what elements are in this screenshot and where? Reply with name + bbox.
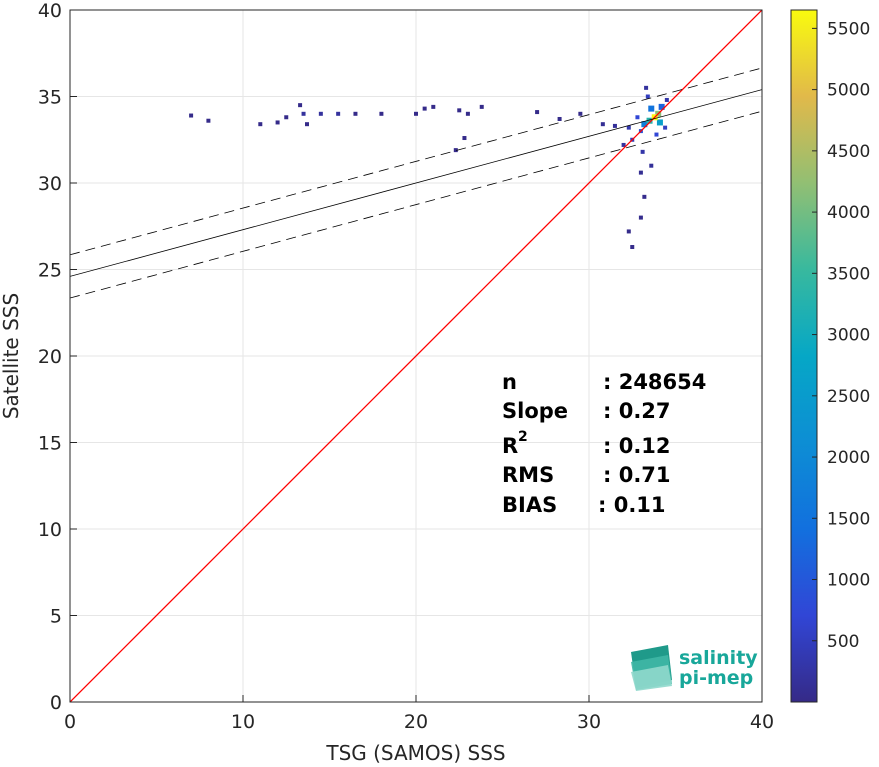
density-cell bbox=[642, 194, 647, 199]
regression-lower-band bbox=[70, 110, 762, 299]
y-tick-label: 30 bbox=[38, 173, 62, 195]
density-cell bbox=[630, 245, 635, 250]
y-tick-label: 10 bbox=[38, 519, 62, 541]
density-cell bbox=[656, 119, 663, 126]
y-tick-label: 0 bbox=[50, 692, 62, 714]
density-cell bbox=[453, 148, 458, 153]
density-cell bbox=[535, 110, 540, 115]
colorbar-ticks: 500 1000 1500 2000 2500 3000 3500 4000 4500 5000 5… bbox=[812, 19, 870, 652]
density-cell bbox=[640, 149, 645, 154]
density-cell bbox=[578, 111, 583, 116]
colorbar-tick-label: 4000 bbox=[827, 203, 870, 223]
x-tick-label: 10 bbox=[231, 711, 255, 733]
y-tick-label: 5 bbox=[50, 606, 62, 628]
colorbar-tick-label: 500 bbox=[827, 632, 859, 652]
stat-bias-label: BIAS bbox=[502, 493, 557, 517]
logo-text-line2: pi-mep bbox=[679, 667, 753, 689]
density-cell bbox=[626, 125, 631, 130]
density-cell bbox=[298, 103, 303, 108]
density-cell bbox=[336, 111, 341, 116]
density-cell bbox=[645, 94, 650, 99]
density-cell bbox=[663, 125, 668, 130]
colorbar-tick-label: 2500 bbox=[827, 387, 870, 407]
wave-logo-icon bbox=[631, 645, 672, 691]
stat-r2-value: : 0.12 bbox=[603, 434, 671, 458]
colorbar bbox=[790, 9, 818, 703]
density-cell bbox=[275, 120, 280, 125]
colorbar-tick-label: 5500 bbox=[827, 19, 870, 39]
density-cell bbox=[462, 136, 467, 141]
density-cell bbox=[284, 115, 289, 120]
density-cell bbox=[189, 113, 194, 118]
density-cell bbox=[638, 170, 643, 175]
x-tick-label: 30 bbox=[577, 711, 601, 733]
colorbar-tick-label: 4500 bbox=[827, 142, 870, 162]
density-cell bbox=[318, 111, 323, 116]
x-axis-label: TSG (SAMOS) SSS bbox=[325, 741, 505, 765]
density-cell bbox=[258, 122, 263, 127]
y-tick-label: 35 bbox=[38, 87, 62, 109]
colorbar-tick-label: 1000 bbox=[827, 571, 870, 591]
density-cell bbox=[422, 106, 427, 111]
density-cell bbox=[635, 115, 640, 120]
density-cell bbox=[353, 111, 358, 116]
density-cell bbox=[612, 123, 617, 128]
density-cell bbox=[648, 105, 655, 112]
density-cell bbox=[649, 163, 654, 168]
axis-ticks: 0 10 20 30 40 0 5 10 15 20 25 30 35 40 bbox=[38, 0, 774, 733]
identity-line bbox=[70, 10, 762, 702]
colorbar-tick-label: 3000 bbox=[827, 326, 870, 346]
density-cell bbox=[414, 111, 418, 116]
colorbar-tick-label: 5000 bbox=[827, 81, 870, 101]
colorbar-tick-label: 3500 bbox=[827, 264, 870, 284]
stat-rms-value: : 0.71 bbox=[603, 463, 671, 487]
y-tick-label: 25 bbox=[38, 260, 62, 282]
stat-bias-value: : 0.11 bbox=[598, 493, 666, 517]
stat-r2-superscript: 2 bbox=[518, 429, 528, 445]
density-cell bbox=[600, 122, 605, 127]
density-marks bbox=[189, 85, 669, 250]
stat-n-label: n bbox=[502, 370, 517, 394]
density-cell bbox=[621, 142, 626, 147]
density-cell bbox=[457, 108, 462, 113]
density-cell bbox=[479, 104, 484, 109]
y-tick-label: 15 bbox=[38, 433, 62, 455]
density-cell bbox=[206, 118, 211, 123]
density-cell bbox=[654, 132, 659, 137]
colorbar-tick-label: 2000 bbox=[827, 448, 870, 468]
stat-rms-label: RMS bbox=[502, 463, 554, 487]
regression-line bbox=[70, 89, 762, 277]
regression-upper-band bbox=[70, 67, 762, 256]
density-cell bbox=[557, 116, 562, 121]
stat-r2-label: R bbox=[502, 434, 518, 458]
density-cell bbox=[431, 104, 436, 109]
stat-slope-value: : 0.27 bbox=[603, 399, 671, 423]
density-cell bbox=[305, 122, 310, 127]
density-cell bbox=[658, 103, 665, 110]
y-tick-label: 20 bbox=[38, 346, 62, 368]
x-tick-label: 40 bbox=[750, 711, 774, 733]
density-cell bbox=[379, 111, 384, 116]
x-tick-label: 20 bbox=[404, 711, 428, 733]
stat-slope-label: Slope bbox=[502, 399, 568, 423]
x-tick-label: 0 bbox=[64, 711, 76, 733]
density-cell bbox=[641, 121, 648, 128]
salinity-pi-mep-logo: salinity pi-mep bbox=[631, 645, 758, 691]
density-cell bbox=[301, 111, 306, 116]
density-cell bbox=[638, 215, 643, 220]
density-cell bbox=[646, 117, 653, 124]
y-axis-label: Satellite SSS bbox=[0, 293, 23, 419]
y-tick-label: 40 bbox=[38, 0, 62, 22]
colorbar-tick-label: 1500 bbox=[827, 509, 870, 529]
density-cell bbox=[465, 111, 470, 116]
stat-n-value: : 248654 bbox=[603, 370, 706, 394]
density-cell bbox=[626, 229, 631, 234]
fit-lines bbox=[70, 10, 762, 702]
density-cell bbox=[664, 97, 669, 102]
stats-box: n : 248654 Slope : 0.27 R 2 : 0.12 RMS :… bbox=[502, 370, 706, 517]
logo-text-line1: salinity bbox=[679, 647, 758, 669]
density-cell bbox=[644, 85, 649, 90]
